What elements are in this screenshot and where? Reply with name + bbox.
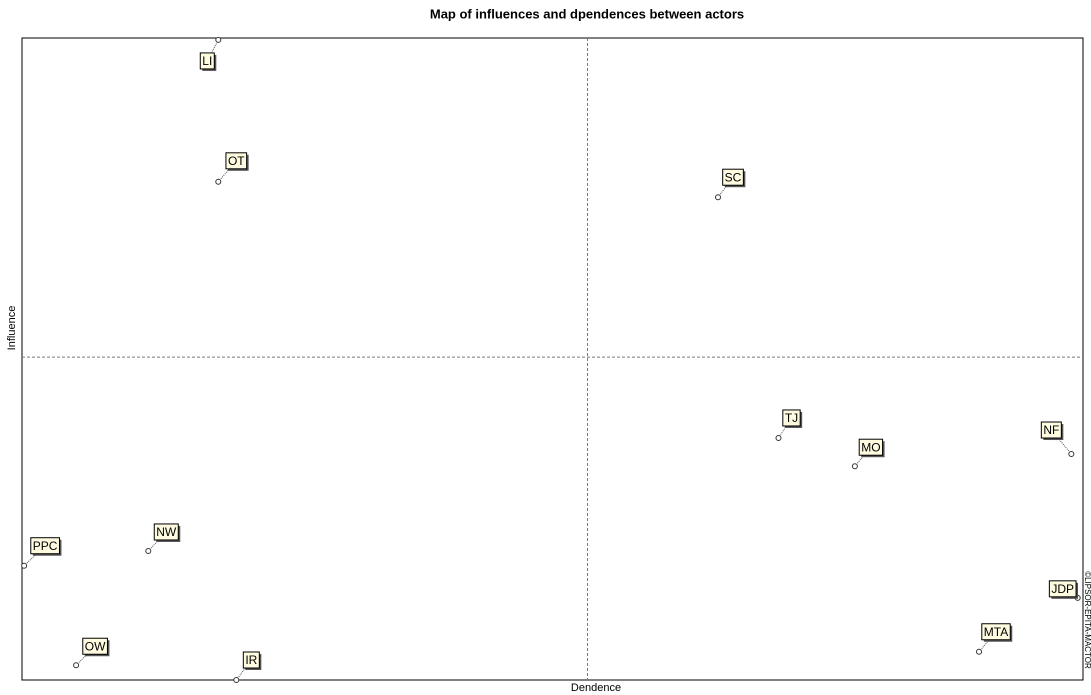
point-label: IR: [245, 653, 257, 667]
chart-title: Map of influences and dpendences between…: [430, 6, 744, 21]
label-box: [242, 651, 260, 669]
label-box: [225, 152, 248, 170]
label-box: [1048, 580, 1077, 598]
point-label: PPC: [33, 539, 58, 553]
point: [215, 178, 222, 185]
point: [775, 434, 782, 441]
watermark: ©LIPSOR-EPITA-MACTOR: [1083, 571, 1091, 669]
y-axis-label: Influence: [6, 306, 18, 351]
point-label: NF: [1043, 423, 1059, 437]
point-label: LI: [202, 54, 212, 68]
label-box: [153, 523, 179, 541]
x-axis-label: Dendence: [571, 682, 621, 694]
point-label: MTA: [984, 625, 1008, 639]
point: [976, 648, 983, 655]
label-box: [199, 52, 215, 70]
label-box: [782, 409, 801, 427]
point-label: JDP: [1051, 582, 1074, 596]
label-leader: [217, 160, 237, 183]
point: [851, 463, 858, 470]
point-label: TJ: [785, 411, 798, 425]
label-box: [722, 168, 744, 186]
label-box: [30, 537, 60, 555]
label-box: [858, 438, 884, 456]
point-label: MO: [861, 440, 880, 454]
label-leader: [147, 531, 167, 552]
point: [215, 36, 222, 43]
label-box: [82, 637, 108, 655]
point-label: OT: [228, 154, 245, 168]
label-leader: [978, 631, 997, 653]
point-label: SC: [725, 170, 742, 184]
label-box: [981, 623, 1011, 641]
point-label: OW: [85, 639, 106, 653]
point: [1068, 451, 1075, 458]
plot-frame: [21, 37, 1084, 681]
point: [73, 662, 80, 669]
label-box: [1040, 421, 1062, 439]
point: [21, 562, 28, 569]
point: [233, 677, 240, 683]
point: [145, 547, 152, 554]
point-label: NW: [156, 525, 177, 539]
point: [715, 194, 722, 201]
